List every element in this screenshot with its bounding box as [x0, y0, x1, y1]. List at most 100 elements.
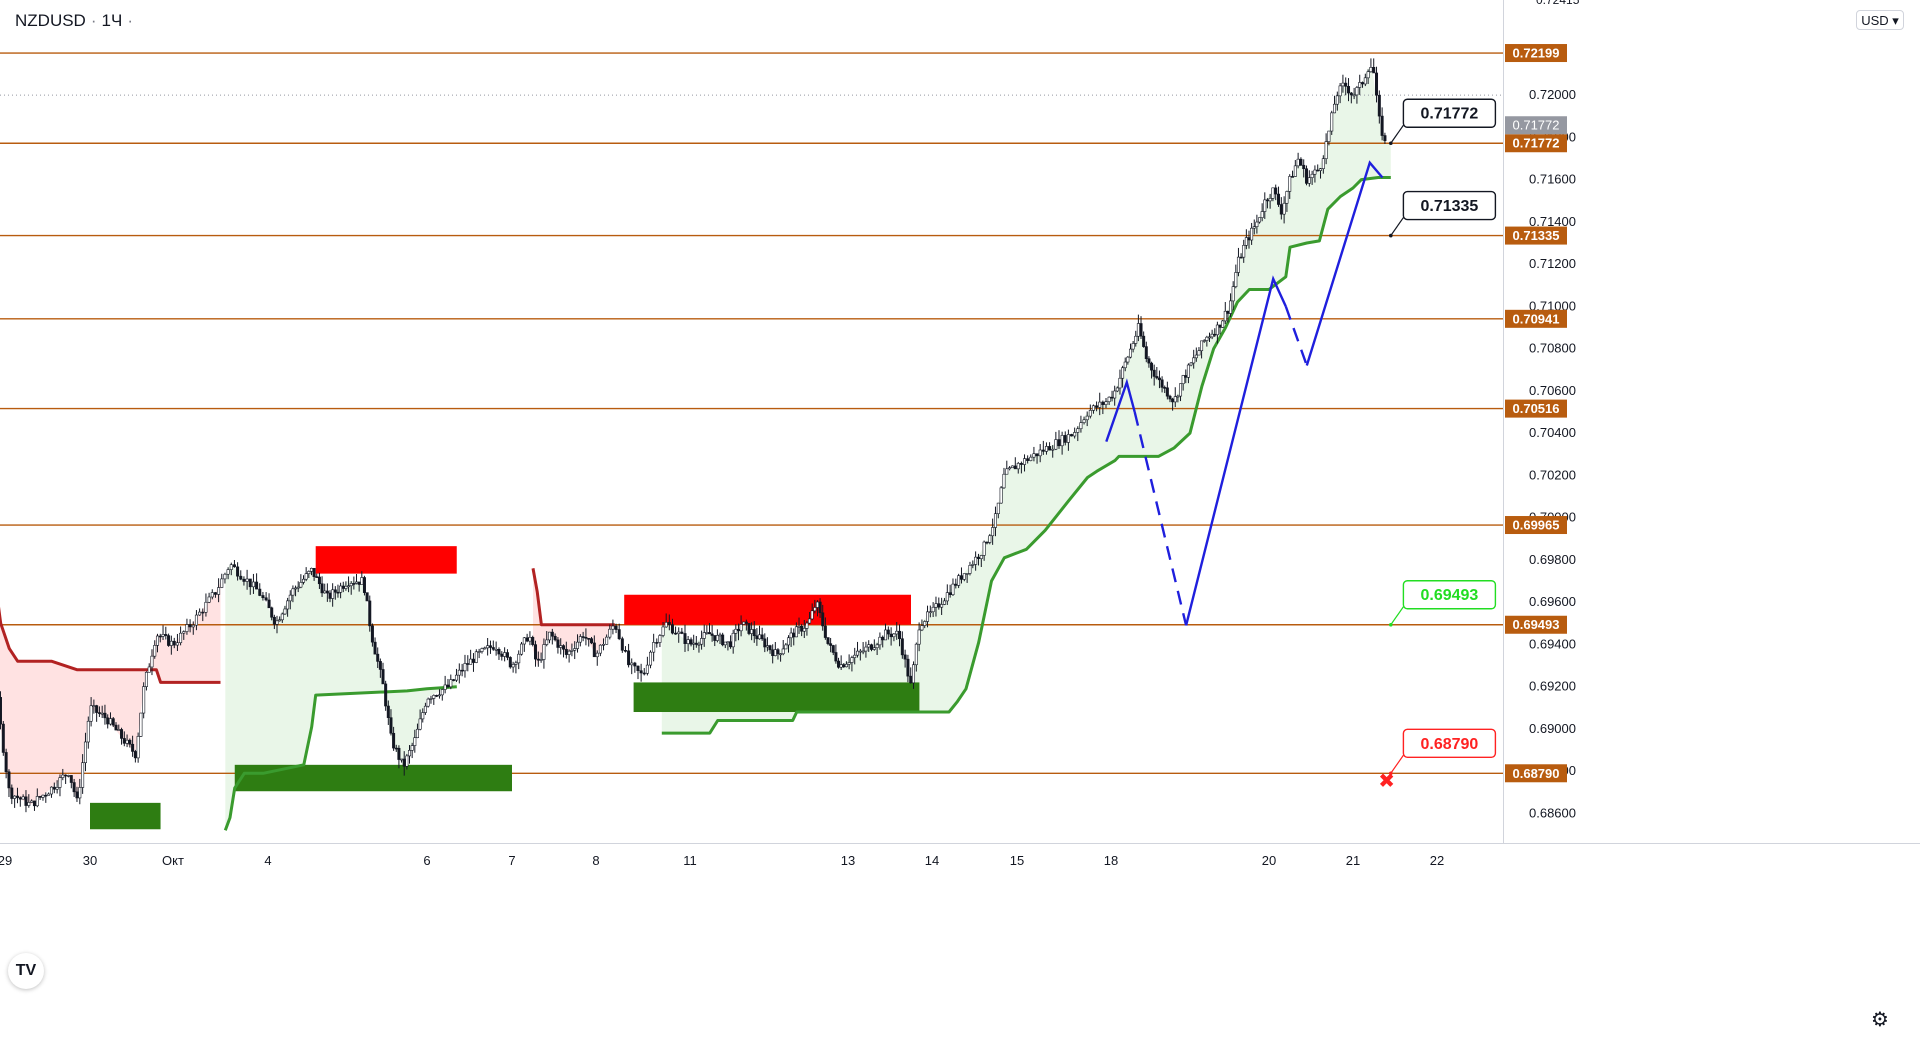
candle-body — [384, 683, 388, 707]
candle-body — [360, 577, 364, 585]
candle-body — [1282, 202, 1286, 215]
candle-body — [1207, 336, 1211, 339]
candle-body — [508, 657, 512, 668]
candle-body — [198, 611, 202, 616]
candle-body — [1288, 176, 1292, 192]
candle-body — [207, 596, 211, 603]
candle-body — [931, 606, 935, 613]
candle-body — [655, 642, 659, 644]
candle-body — [1258, 217, 1262, 223]
candle-body — [715, 635, 719, 641]
candle-body — [1029, 456, 1033, 461]
candle-body — [341, 585, 345, 589]
candle-body — [1375, 72, 1379, 96]
forecast-arrow — [1184, 275, 1287, 626]
candle-body — [912, 664, 916, 684]
candle-body — [1008, 467, 1012, 470]
candle-body — [1231, 286, 1235, 302]
candle-body — [605, 636, 609, 645]
candle-body — [768, 645, 772, 651]
zone-boxes-layer — [90, 546, 920, 830]
candle-body — [194, 614, 198, 626]
candle-body — [167, 635, 171, 646]
y-tick-label: 0.72000 — [1529, 87, 1576, 102]
arrows-layer — [1105, 160, 1384, 626]
candle-body — [942, 600, 946, 605]
candle-body — [1179, 383, 1183, 397]
candle-body — [443, 684, 447, 690]
candle-body — [1134, 335, 1138, 344]
candle-body — [1263, 199, 1267, 212]
level-tag — [1505, 764, 1567, 783]
candle-body — [460, 669, 464, 672]
chevron-down-icon: ▾ — [1888, 13, 1899, 28]
candle-body — [1192, 357, 1196, 364]
tradingview-logo-icon[interactable]: TV — [8, 953, 44, 989]
candle-body — [296, 586, 300, 589]
candle-body — [985, 541, 989, 544]
candle-body — [304, 573, 308, 580]
candle-body — [1260, 211, 1264, 218]
candle-body — [736, 628, 740, 632]
candle-body — [486, 645, 490, 649]
candle-body — [1341, 82, 1345, 87]
stop-marker-icon: ✖ — [1378, 771, 1395, 793]
candle-body — [658, 635, 662, 643]
candle-body — [320, 583, 324, 594]
candle-body — [968, 565, 972, 574]
candle-body — [792, 632, 796, 638]
candle-body — [1171, 398, 1175, 403]
candle-body — [251, 581, 255, 588]
candle-body — [64, 774, 68, 777]
candle-body — [1255, 221, 1259, 227]
candle-body — [1157, 377, 1161, 381]
candle-body — [713, 635, 717, 641]
candle-body — [469, 658, 473, 665]
candle-body — [870, 644, 874, 650]
candle-body — [1110, 396, 1114, 399]
candle-body — [1330, 112, 1334, 132]
gear-icon[interactable]: ⚙ — [1871, 1009, 1889, 1031]
candle-body — [47, 793, 51, 796]
candle-body — [1293, 165, 1297, 177]
candle-body — [258, 588, 262, 596]
candle-body — [1321, 158, 1325, 169]
callout-box — [1402, 580, 1497, 610]
candle-body — [861, 650, 865, 653]
candle-body — [1344, 82, 1348, 87]
candle-body — [1118, 377, 1122, 389]
candle-body — [317, 576, 321, 585]
candle-body — [1152, 369, 1156, 377]
candle-body — [957, 575, 961, 586]
candle-body — [718, 634, 722, 637]
candle-body — [153, 645, 157, 657]
candle-body — [522, 637, 526, 645]
candle-body — [595, 652, 599, 658]
candle-body — [344, 585, 348, 589]
candle-body — [1010, 465, 1014, 469]
candle-body — [381, 669, 385, 685]
candle-body — [1142, 335, 1146, 347]
symbol-label[interactable]: NZDUSD · 1Ч · — [12, 10, 141, 32]
candle-body — [1104, 401, 1108, 405]
candle-body — [503, 652, 507, 657]
candle-body — [1016, 463, 1020, 470]
x-tick-label: 22 — [1430, 853, 1444, 868]
candle-body — [1066, 434, 1070, 443]
candle-body — [692, 642, 696, 645]
candle-body — [415, 728, 419, 739]
candle-body — [505, 652, 509, 658]
candle-body — [553, 635, 557, 641]
candle-body — [573, 648, 577, 651]
candle-body — [1176, 395, 1180, 398]
candle-body — [1136, 323, 1140, 337]
candle-body — [974, 556, 978, 565]
candle-body — [423, 705, 427, 713]
candle-body — [347, 585, 351, 588]
currency-select[interactable]: USD ▾ — [1856, 10, 1904, 30]
candle-body — [30, 800, 34, 803]
candle-body — [1, 723, 5, 753]
candle-body — [41, 794, 45, 798]
